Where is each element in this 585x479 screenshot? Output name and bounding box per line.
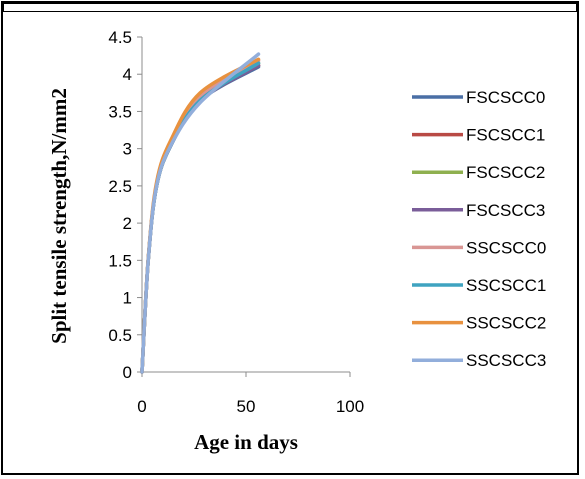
- y-tick-label: 2: [123, 214, 132, 233]
- legend-label: SSCSCC1: [466, 276, 546, 295]
- legend-label: FSCSCC3: [466, 201, 545, 220]
- series-line-sscscc0: [140, 59, 261, 374]
- series-lines: [140, 52, 261, 374]
- top-border-band: [3, 3, 577, 12]
- series-line-fscscc1: [140, 63, 261, 374]
- y-tick-label: 0.5: [108, 326, 132, 345]
- legend-label: SSCSCC0: [466, 238, 546, 257]
- series-line-fscscc3: [140, 63, 261, 374]
- y-tick-label: 4.5: [108, 28, 132, 47]
- series-line-sscscc1: [140, 61, 261, 374]
- series-line-sscscc3: [140, 52, 261, 374]
- y-tick-label: 3: [123, 140, 132, 159]
- x-tick-label: 100: [336, 397, 364, 416]
- legend-label: FSCSCC0: [466, 88, 545, 107]
- x-tick-label: 0: [137, 397, 146, 416]
- y-tick-label: 1: [123, 289, 132, 308]
- legend-label: FSCSCC2: [466, 163, 545, 182]
- y-tick-label: 1.5: [108, 251, 132, 270]
- chart-frame: [1, 1, 579, 475]
- series-line-fscscc2: [140, 61, 261, 374]
- x-tick-label: 50: [237, 397, 256, 416]
- x-axis-label: Age in days: [194, 430, 298, 454]
- series-line-sscscc2: [140, 57, 261, 374]
- legend-label: SSCSCC3: [466, 351, 546, 370]
- series-line-fscscc0: [140, 65, 261, 374]
- y-axis-label: Split tensile strength,N/mm2: [47, 88, 71, 344]
- y-tick-label: 0: [123, 363, 132, 382]
- legend-label: SSCSCC2: [466, 314, 546, 333]
- y-tick-label: 4: [123, 65, 132, 84]
- y-tick-label: 3.5: [108, 102, 132, 121]
- legend: FSCSCC0 FSCSCC1 FSCSCC2 FSCSCC3 SSCSCC0 SSCSC…: [412, 88, 546, 370]
- legend-label: FSCSCC1: [466, 126, 545, 145]
- axes: 0 0.5 1 1.5 2 2.5 3 3.5 4 4.5 0 50 100: [108, 28, 364, 416]
- y-tick-label: 2.5: [108, 177, 132, 196]
